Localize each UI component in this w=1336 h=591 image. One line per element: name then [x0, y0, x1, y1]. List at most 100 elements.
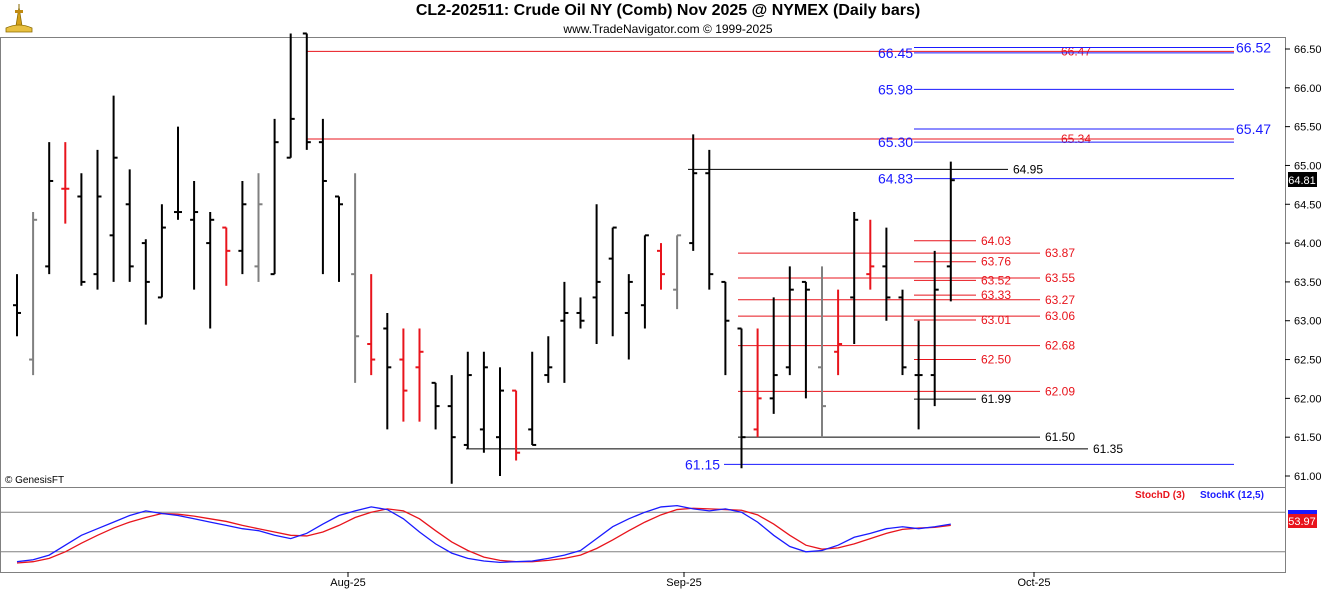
price-panel — [0, 37, 1286, 488]
ohlc-bar — [238, 180, 247, 275]
ohlc-bar — [801, 280, 810, 399]
level-label: 61.35 — [1093, 442, 1123, 456]
ohlc-bar — [463, 351, 472, 449]
ohlc-bar — [174, 126, 182, 220]
stoch-value-tag — [1288, 513, 1317, 528]
lighthouse-logo-icon — [5, 4, 33, 33]
y-tick-label: 63.50 — [1294, 277, 1322, 289]
ohlc-bar — [141, 239, 150, 325]
ohlc-bar — [818, 266, 826, 438]
ohlc-bar — [157, 204, 166, 299]
ohlc-bar — [254, 173, 263, 282]
ohlc-bar — [109, 95, 118, 282]
ohlc-bar — [479, 351, 488, 453]
ohlc-bars — [13, 32, 955, 484]
ohlc-bar — [222, 226, 231, 286]
ohlc-bar — [930, 250, 939, 407]
ohlc-bar — [302, 32, 311, 150]
y-tick-label: 63.00 — [1294, 316, 1322, 328]
y-tick-label: 61.00 — [1294, 471, 1322, 483]
level-label: 62.09 — [1045, 384, 1075, 398]
y-tick-label: 65.50 — [1294, 122, 1322, 134]
level-label: 63.06 — [1045, 309, 1075, 323]
ohlc-bar — [190, 180, 199, 290]
ohlc-bar — [866, 219, 875, 290]
level-label: 62.50 — [981, 353, 1011, 367]
stoch-k-legend: StochK (12,5) — [1200, 490, 1264, 501]
ohlc-bar — [29, 212, 38, 376]
ohlc-bar — [383, 312, 392, 430]
ohlc-bar — [286, 33, 295, 159]
ohlc-bar — [769, 297, 778, 414]
level-label: 64.83 — [878, 171, 913, 187]
ohlc-bar — [592, 204, 601, 345]
stoch-k-line — [16, 504, 951, 564]
chart-title: CL2-202511: Crude Oil NY (Comb) Nov 2025… — [415, 2, 921, 19]
ohlc-bar — [705, 149, 714, 290]
y-tick-label: 62.00 — [1294, 393, 1322, 405]
ohlc-bar — [447, 375, 456, 484]
y-tick-label: 61.50 — [1294, 432, 1322, 444]
ohlc-bar — [544, 336, 553, 383]
copyright-label: © GenesisFT — [5, 475, 64, 486]
ohlc-bar — [125, 169, 134, 282]
level-label: 63.87 — [1045, 246, 1075, 260]
ohlc-bar — [77, 173, 86, 286]
level-label: 63.55 — [1045, 271, 1075, 285]
stoch-value-tag-blue — [1288, 510, 1317, 514]
y-tick-label: 64.00 — [1294, 238, 1322, 250]
ohlc-bar — [431, 381, 440, 430]
y-tick-label: 64.50 — [1294, 199, 1322, 211]
ohlc-bar — [608, 226, 617, 337]
level-label: 65.30 — [878, 134, 913, 150]
ohlc-bar — [576, 297, 585, 329]
level-label: 61.15 — [685, 456, 720, 472]
ohlc-bar — [13, 274, 21, 337]
ohlc-bar — [61, 142, 70, 224]
price-y-axis: 66.50 66.00 65.50 65.00 64.50 64.00 63.50 63.00… — [1285, 44, 1322, 483]
level-label: 63.33 — [981, 288, 1011, 302]
ohlc-bar — [318, 118, 327, 275]
ohlc-bar — [270, 118, 279, 276]
ohlc-bar — [367, 274, 376, 376]
ohlc-bar — [834, 289, 843, 376]
ohlc-bar — [721, 280, 730, 376]
ohlc-bar — [512, 389, 521, 461]
stoch-d-line — [16, 507, 951, 564]
level-label: 65.47 — [1236, 121, 1271, 137]
y-tick-label: 66.00 — [1294, 83, 1322, 95]
y-tick-label: 62.50 — [1294, 355, 1322, 367]
level-label: 64.95 — [1013, 162, 1043, 176]
last-price-label: 64.81 — [1288, 175, 1316, 187]
level-label: 64.03 — [981, 234, 1011, 248]
ohlc-bar — [882, 227, 891, 321]
x-tick-label: Oct-25 — [1017, 577, 1050, 589]
level-label: 63.01 — [981, 313, 1011, 327]
ohlc-bar — [528, 351, 537, 446]
ohlc-bar — [399, 328, 408, 422]
ohlc-bar — [206, 212, 215, 329]
ohlc-bar — [415, 328, 424, 422]
level-label: 66.52 — [1236, 39, 1271, 55]
level-label: 65.98 — [878, 81, 913, 97]
ohlc-bar — [785, 266, 794, 376]
level-label: 66.45 — [878, 45, 913, 61]
stoch-panel — [0, 487, 1286, 573]
ohlc-bar — [351, 173, 360, 383]
stoch-value-label: 53.97 — [1288, 516, 1316, 528]
level-label: 63.27 — [1045, 293, 1075, 307]
y-tick-label: 66.50 — [1294, 44, 1322, 56]
time-x-axis: Aug-25 Sep-25 Oct-25 — [330, 572, 1051, 589]
x-tick-label: Sep-25 — [666, 577, 701, 589]
level-label: 66.47 — [1061, 44, 1091, 58]
stochastic-oscillator — [1, 504, 1285, 564]
x-tick-label: Aug-25 — [330, 577, 365, 589]
ohlc-bar — [689, 134, 698, 251]
ohlc-bar — [496, 367, 504, 476]
ohlc-bar — [914, 320, 923, 430]
ohlc-bar — [640, 234, 649, 329]
ohlc-bar — [898, 289, 907, 376]
level-label: 63.76 — [981, 255, 1011, 269]
level-label: 61.99 — [981, 392, 1011, 406]
